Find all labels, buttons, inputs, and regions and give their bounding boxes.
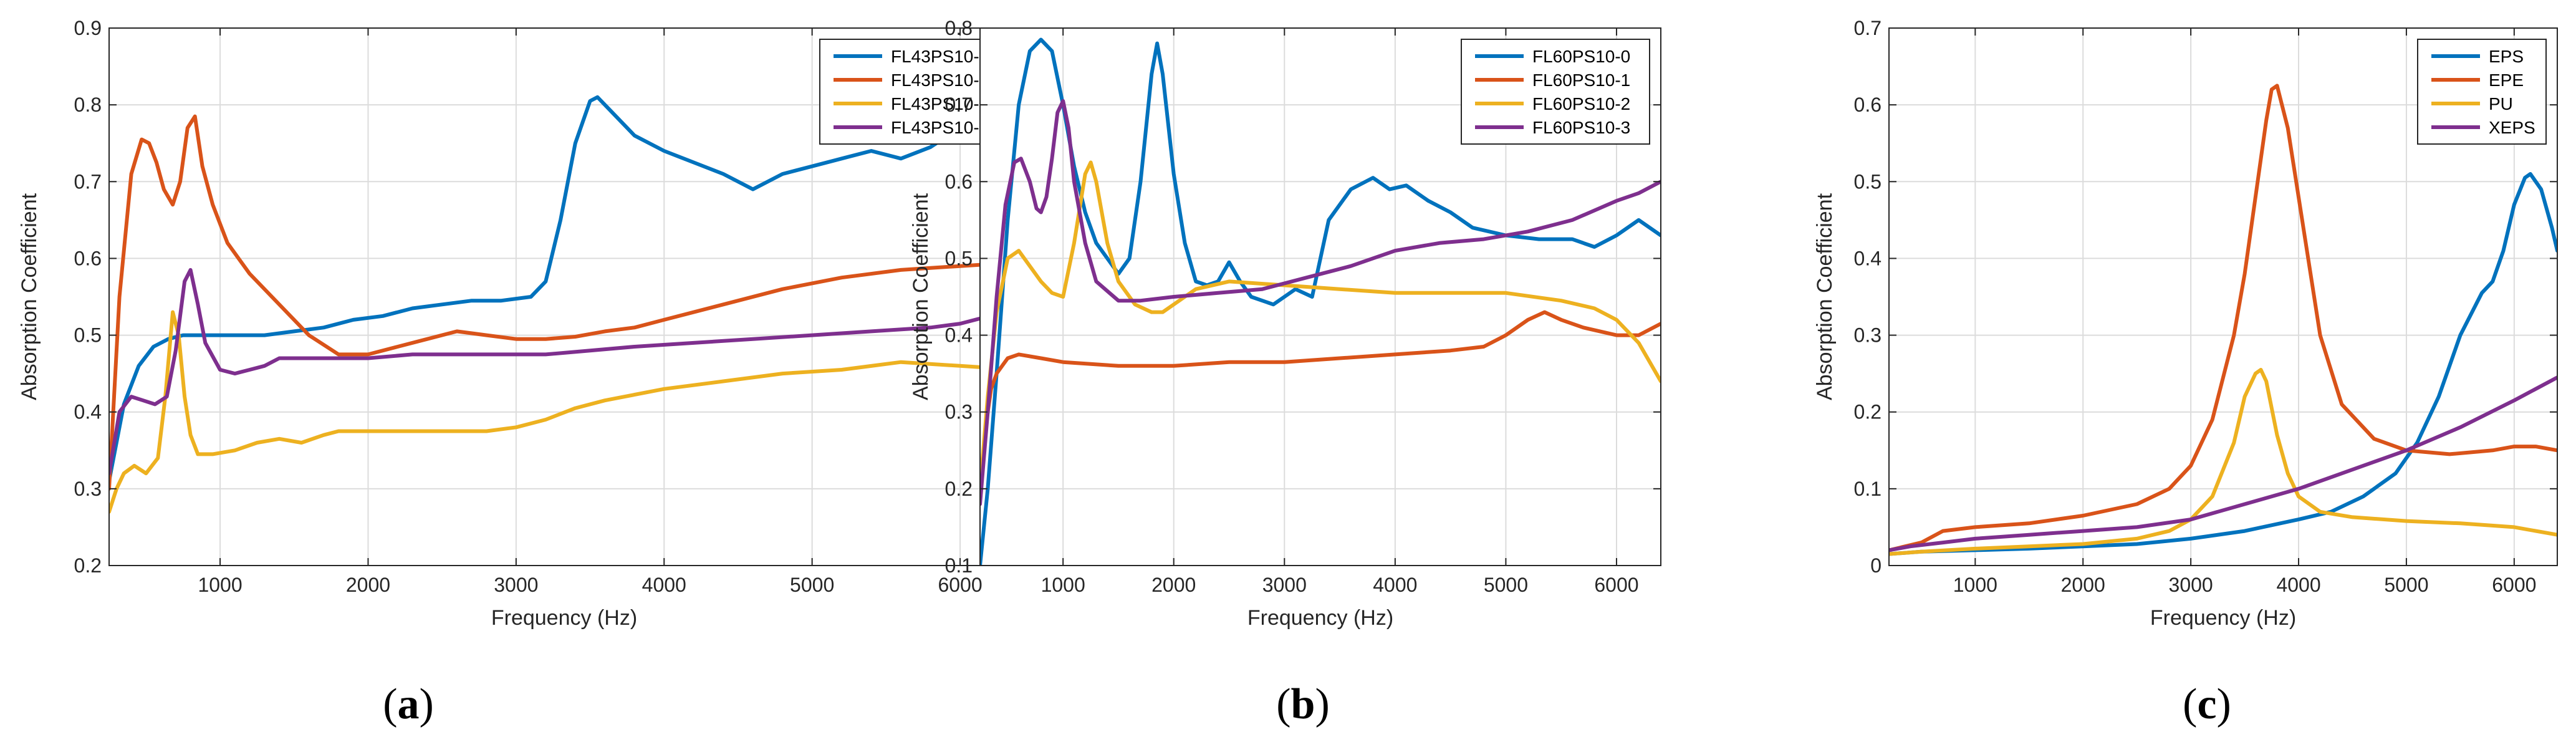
plot-area: 1000 2000 3000 4000 5000 6000 0.1 0.2 0.3 0.4 0.5 0… <box>945 17 1661 596</box>
y-tick-label: 0.1 <box>945 554 973 577</box>
series-line <box>109 114 1019 491</box>
legend-label: FL60PS10-0 <box>1532 47 1630 66</box>
y-tick-label: 0.2 <box>1854 401 1882 423</box>
series-line <box>980 160 1661 491</box>
x-axis-label: Frequency (Hz) <box>1247 606 1393 630</box>
y-tick-label: 0.4 <box>1854 247 1882 269</box>
y-tick-label: 0.5 <box>74 324 102 347</box>
y-tick-label: 0.5 <box>1854 170 1882 193</box>
legend-label: FL43PS10-1 <box>891 70 989 90</box>
x-tick-label: 4000 <box>1373 574 1417 596</box>
y-tick-label: 0.3 <box>945 401 973 423</box>
y-tick-label: 0.7 <box>945 94 973 116</box>
y-tick-label: 0 <box>1870 554 1882 577</box>
x-tick-label: 3000 <box>1262 574 1307 596</box>
panel-b: 1000 2000 3000 4000 5000 60000.10.20.30.40.50… <box>909 17 1661 728</box>
legend-label: FL43PS10-3 <box>891 118 989 137</box>
y-tick-label: 0.3 <box>74 478 102 500</box>
x-tick-label: 5000 <box>1484 574 1528 596</box>
panel-caption-b: (b) <box>1276 680 1330 728</box>
y-tick-label: 0.4 <box>945 324 973 347</box>
series-line <box>980 310 1661 491</box>
x-tick-label: 6000 <box>1594 574 1638 596</box>
legend-label: PU <box>2489 94 2513 113</box>
y-tick-label: 0.6 <box>74 247 102 269</box>
x-tick-label: 5000 <box>790 574 834 596</box>
x-tick-label: 4000 <box>642 574 686 596</box>
series-line <box>109 267 1019 476</box>
panel-a: 1000 2000 3000 4000 5000 6000 0.2 0.3 0.4 0.5 0.6 0… <box>17 17 1020 728</box>
y-tick-label: 0.7 <box>74 170 102 193</box>
legend-label: EPE <box>2489 70 2524 90</box>
legend-label: FL60PS10-3 <box>1532 118 1630 137</box>
legend-label: XEPS <box>2489 118 2535 137</box>
y-tick-label: 0.3 <box>1854 324 1882 347</box>
x-tick-label: 3000 <box>494 574 538 596</box>
panel-caption-a: (a) <box>383 680 434 728</box>
legend-label: FL43PS10-0 <box>891 47 989 66</box>
x-tick-label: 5000 <box>2384 574 2428 596</box>
series-line <box>980 99 1661 506</box>
legend-label: FL60PS10-1 <box>1532 70 1630 90</box>
legend: FL60PS10-0 FL60PS10-1 FL60PS10-2 FL60PS10-3 <box>1461 39 1650 145</box>
y-tick-label: 0.6 <box>1854 94 1882 116</box>
y-tick-label: 0.7 <box>1854 17 1882 39</box>
plot-area: 1000 2000 3000 4000 5000 6000 0 0.1 0.2 0.3 0.4 0.5… <box>1854 17 2558 596</box>
legend: FL43PS10-0 FL43PS10-1 FL43PS10-2 FL43PS10-3 <box>819 39 1009 145</box>
x-tick-label: 2000 <box>2061 574 2105 596</box>
x-tick-label: 1000 <box>1953 574 1997 596</box>
series-line <box>1889 84 2557 552</box>
x-tick-label: 4000 <box>2276 574 2320 596</box>
y-tick-label: 0.9 <box>74 17 102 39</box>
x-axis-label: Frequency (Hz) <box>2150 606 2296 630</box>
series-line <box>1889 368 2557 556</box>
series-line <box>1889 172 2557 556</box>
series-line <box>109 310 1019 514</box>
legend-label: FL60PS10-2 <box>1532 94 1630 113</box>
x-tick-label: 6000 <box>2492 574 2536 596</box>
x-axis-label: Frequency (Hz) <box>491 606 637 630</box>
series-line <box>109 95 1019 483</box>
y-tick-label: 0.1 <box>1854 478 1882 500</box>
y-tick-label: 0.8 <box>74 94 102 116</box>
legend: EPS EPE PU XEPS <box>2417 39 2547 145</box>
y-tick-label: 0.2 <box>945 478 973 500</box>
y-tick-label: 0.5 <box>945 247 973 269</box>
legend-label: EPS <box>2489 47 2524 66</box>
y-tick-label: 0.2 <box>74 554 102 577</box>
panel-c: 1000 2000 3000 4000 5000 6000 0 0.1 0.2 0.3 0.4 0.5… <box>1813 17 2558 728</box>
x-tick-label: 3000 <box>2169 574 2213 596</box>
x-tick-label: 1000 <box>198 574 242 596</box>
y-axis-label: Absorption Coefficient <box>909 193 933 400</box>
axes-frame <box>979 27 1661 566</box>
y-tick-label: 0.6 <box>945 170 973 193</box>
axes-frame <box>1888 27 2558 566</box>
y-tick-label: 0.8 <box>945 17 973 39</box>
x-tick-label: 2000 <box>346 574 390 596</box>
legend-label: FL43PS10-2 <box>891 94 989 113</box>
y-axis-label: Absorption Coefficient <box>1813 193 1837 400</box>
x-tick-label: 2000 <box>1151 574 1196 596</box>
x-tick-label: 1000 <box>1041 574 1085 596</box>
series-line <box>1889 375 2557 552</box>
panel-caption-c: (c) <box>2183 680 2231 728</box>
x-tick-label: 6000 <box>938 574 982 596</box>
plot-area: 1000 2000 3000 4000 5000 6000 0.2 0.3 0.4 0.5 0.6 0… <box>74 17 1020 596</box>
y-tick-label: 0.4 <box>74 401 102 423</box>
y-axis-label: Absorption Coefficient <box>17 193 41 400</box>
